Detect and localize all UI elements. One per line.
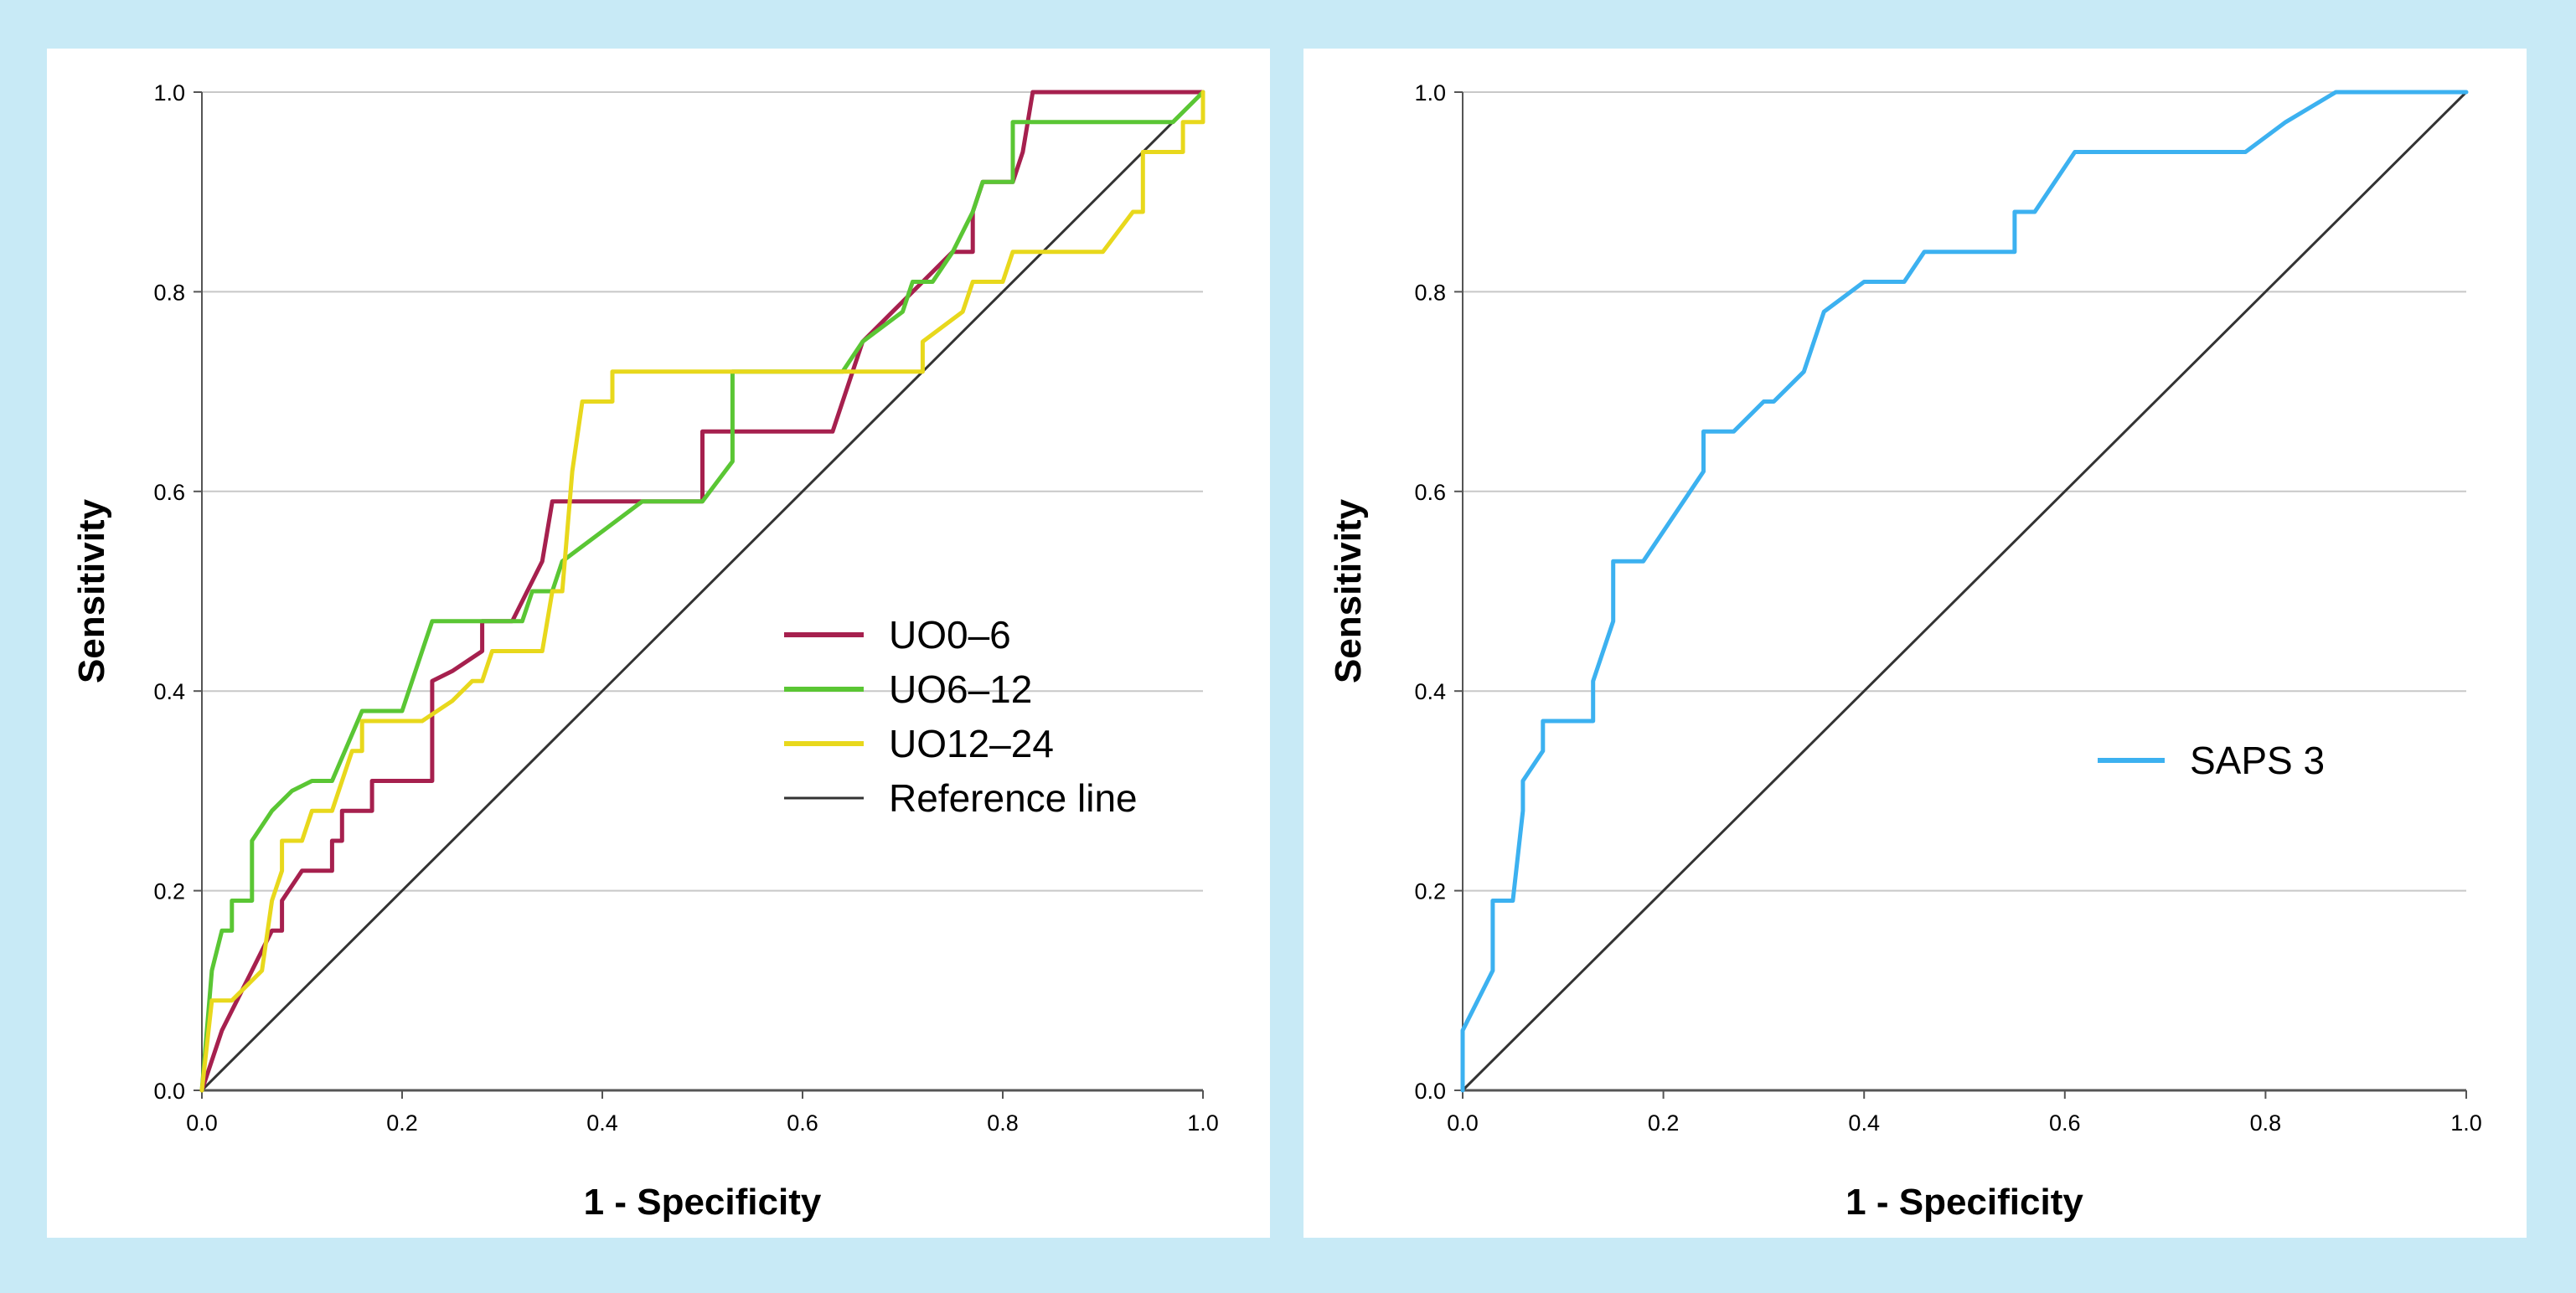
x-tick-label-2: 0.4 — [1848, 1110, 1880, 1136]
roc-chart-saps3: 0.0 0.2 0.4 0.6 0.8 1.0 0.0 0.2 0.4 0.6 0.8 1.0 1 - … — [1303, 49, 2527, 1238]
y-tick-label-2: 0.4 — [1414, 679, 1446, 704]
x-tick-label-4: 0.8 — [2250, 1110, 2282, 1136]
y-tick-label-3: 0.6 — [153, 480, 185, 505]
y-tick-label-4: 0.8 — [153, 280, 185, 305]
x-tick-label-3: 0.6 — [787, 1110, 818, 1136]
x-tick-label-1: 0.2 — [1648, 1110, 1680, 1136]
series-line-saps-3 — [1460, 90, 2469, 1093]
y-tick-label-3: 0.6 — [1414, 480, 1446, 505]
legend-label-uo12-24: UO12–24 — [889, 722, 1054, 765]
y-tick-label-4: 0.8 — [1414, 280, 1446, 305]
y-tick-label-0: 0.0 — [153, 1079, 185, 1104]
legend-label-saps-3: SAPS 3 — [2190, 739, 2325, 782]
roc-chart-uo: 0.0 0.2 0.4 0.6 0.8 1.0 0.0 0.2 0.4 0.6 0.8 1.0 1 - … — [47, 49, 1270, 1238]
roc-chart-saps3-svg: 0.0 0.2 0.4 0.6 0.8 1.0 0.0 0.2 0.4 0.6 0.8 1.0 1 - … — [1328, 80, 2482, 1223]
legend-label-uo0-6: UO0–6 — [889, 613, 1011, 657]
y-axis-title: Sensitivity — [1328, 498, 1369, 683]
series-line-reference-line — [200, 90, 1205, 1092]
x-tick-label-5: 1.0 — [1187, 1110, 1219, 1136]
legend-label-reference-line: Reference line — [889, 776, 1138, 820]
series-line-uo12-24 — [199, 90, 1205, 1093]
y-tick-label-1: 0.2 — [153, 879, 185, 904]
y-tick-label-2: 0.4 — [153, 679, 185, 704]
x-axis-title: 1 - Specificity — [1846, 1182, 2083, 1223]
y-axis-title: Sensitivity — [71, 498, 112, 683]
x-axis-title: 1 - Specificity — [584, 1182, 822, 1223]
y-tick-label-0: 0.0 — [1414, 1079, 1446, 1104]
legend-label-uo6-12: UO6–12 — [889, 667, 1032, 711]
x-tick-label-0: 0.0 — [1447, 1110, 1479, 1136]
y-tick-label-5: 1.0 — [153, 80, 185, 106]
x-tick-label-4: 0.8 — [987, 1110, 1019, 1136]
series-line-reference-line — [1461, 90, 2468, 1092]
x-tick-label-5: 1.0 — [2450, 1110, 2482, 1136]
y-tick-label-5: 1.0 — [1414, 80, 1446, 106]
x-tick-label-3: 0.6 — [2049, 1110, 2081, 1136]
y-tick-label-1: 0.2 — [1414, 879, 1446, 904]
x-tick-label-0: 0.0 — [186, 1110, 218, 1136]
x-tick-label-2: 0.4 — [586, 1110, 618, 1136]
x-tick-label-1: 0.2 — [386, 1110, 418, 1136]
series-line-uo6-12 — [199, 90, 1205, 1093]
roc-chart-uo-svg: 0.0 0.2 0.4 0.6 0.8 1.0 0.0 0.2 0.4 0.6 0.8 1.0 1 - … — [71, 80, 1219, 1223]
